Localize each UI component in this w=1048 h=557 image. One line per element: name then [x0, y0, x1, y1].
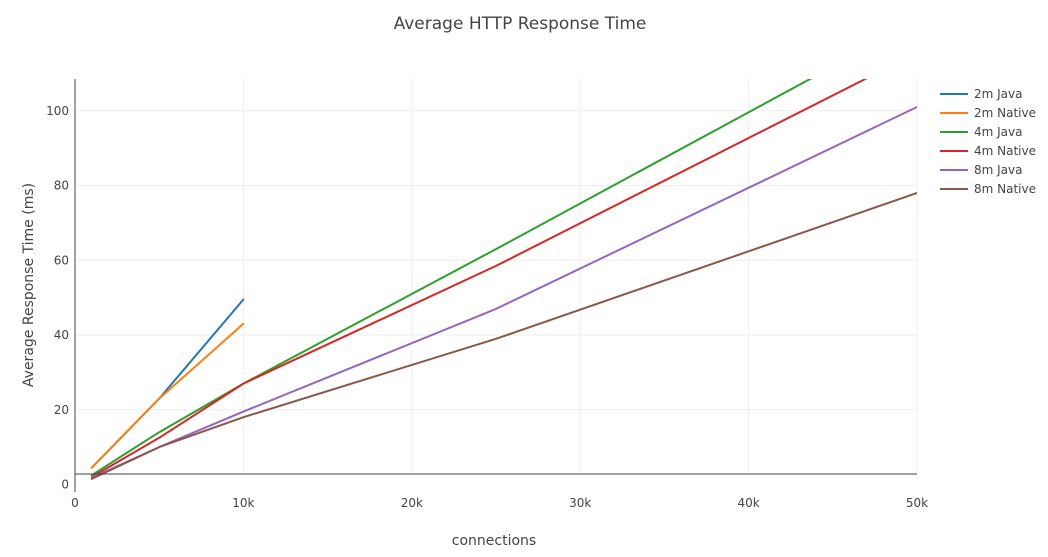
x-tick-label: 0 [71, 496, 79, 510]
legend-item-4m-java[interactable]: 4m Java [940, 125, 1023, 139]
legend-label: 8m Java [974, 163, 1023, 177]
axes: 0 20 40 60 80 100 0 10k 20k 30k 40k 50k [46, 79, 928, 510]
legend-item-8m-native[interactable]: 8m Native [940, 182, 1036, 196]
legend[interactable]: 2m Java 2m Native 4m Java 4m Native 8m Java 8… [940, 87, 1036, 196]
y-tick-label: 80 [54, 179, 69, 193]
y-tick-label: 100 [46, 104, 69, 118]
y-axis-title: Average Response Time (ms) [21, 183, 37, 387]
series-line-4m-java [90, 79, 813, 477]
legend-label: 2m Java [974, 87, 1023, 101]
y-tick-label: 20 [54, 403, 69, 417]
x-tick-label: 40k [737, 496, 759, 510]
x-tick-label: 10k [232, 496, 254, 510]
series-line-8m-java [90, 106, 917, 479]
series-line-2m-java [90, 298, 245, 469]
legend-label: 2m Native [974, 106, 1036, 120]
legend-item-4m-native[interactable]: 4m Native [940, 144, 1036, 158]
legend-item-8m-java[interactable]: 8m Java [940, 163, 1023, 177]
legend-label: 4m Native [974, 144, 1036, 158]
legend-label: 8m Native [974, 182, 1036, 196]
legend-label: 4m Java [974, 125, 1023, 139]
legend-item-2m-native[interactable]: 2m Native [940, 106, 1036, 120]
grid-lines [75, 79, 918, 474]
series-lines [90, 79, 917, 480]
series-line-8m-native [90, 192, 917, 480]
series-line-2m-native [90, 322, 245, 469]
x-tick-label: 30k [569, 496, 591, 510]
y-tick-label: 0 [61, 478, 69, 492]
series-line-4m-native [90, 79, 868, 478]
y-tick-label: 40 [54, 328, 69, 342]
x-axis-title: connections [452, 533, 536, 549]
legend-item-2m-java[interactable]: 2m Java [940, 87, 1023, 101]
y-tick-label: 60 [54, 253, 69, 267]
x-tick-label: 20k [401, 496, 423, 510]
chart-title: Average HTTP Response Time [394, 14, 647, 34]
x-tick-label: 50k [906, 496, 928, 510]
